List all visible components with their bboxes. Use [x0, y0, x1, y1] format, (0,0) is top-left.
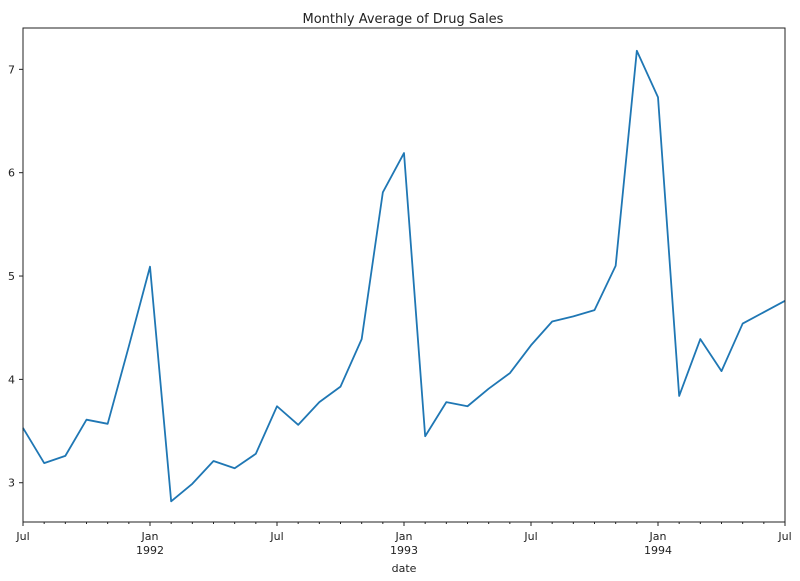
x-tick-label: Jan: [395, 530, 413, 543]
data-point: [763, 311, 765, 313]
data-point: [424, 435, 426, 437]
data-point: [551, 321, 553, 323]
data-point: [213, 460, 215, 462]
x-tick-year-label: 1993: [390, 544, 418, 557]
data-point: [361, 338, 363, 340]
data-point: [340, 386, 342, 388]
x-tick-label: Jul: [269, 530, 283, 543]
data-point: [255, 453, 257, 455]
data-point: [318, 401, 320, 403]
x-tick-label: Jan: [141, 530, 159, 543]
y-tick-label: 5: [8, 270, 15, 283]
data-point: [509, 372, 511, 374]
data-point: [403, 152, 405, 154]
x-tick-year-label: 1992: [136, 544, 164, 557]
y-tick-label: 4: [8, 373, 15, 386]
data-point: [64, 455, 66, 457]
data-point: [276, 405, 278, 407]
x-tick-label: Jul: [523, 530, 537, 543]
data-point: [636, 50, 638, 52]
data-point: [43, 462, 45, 464]
data-point: [699, 338, 701, 340]
data-point: [191, 483, 193, 485]
data-point: [742, 323, 744, 325]
data-point: [530, 344, 532, 346]
y-axis: 3 4 5 6 7: [8, 63, 23, 490]
x-axis-label: date: [392, 562, 417, 575]
data-point: [721, 370, 723, 372]
data-point: [297, 424, 299, 426]
data-point: [445, 401, 447, 403]
data-point: [615, 265, 617, 267]
data-point: [594, 309, 596, 311]
data-point: [678, 395, 680, 397]
data-point: [488, 388, 490, 390]
y-tick-label: 3: [8, 477, 15, 490]
x-tick-label: Jul: [15, 530, 29, 543]
data-point: [467, 405, 469, 407]
plot-frame: [22, 27, 786, 523]
data-point: [107, 423, 109, 425]
data-point: [382, 191, 384, 193]
chart-title: Monthly Average of Drug Sales: [303, 12, 504, 27]
y-tick-label: 6: [8, 167, 15, 180]
drug-sales-line: [22, 49, 786, 503]
data-point: [657, 96, 659, 98]
x-tick-label: Jul: [777, 530, 791, 543]
data-point: [86, 419, 88, 421]
x-tick-year-label: 1994: [644, 544, 672, 557]
x-tick-label: Jan: [649, 530, 667, 543]
data-point: [170, 500, 172, 502]
data-point: [234, 467, 236, 469]
data-point: [572, 315, 574, 317]
y-tick-label: 7: [8, 63, 15, 76]
data-point: [149, 266, 151, 268]
data-point: [128, 345, 130, 347]
